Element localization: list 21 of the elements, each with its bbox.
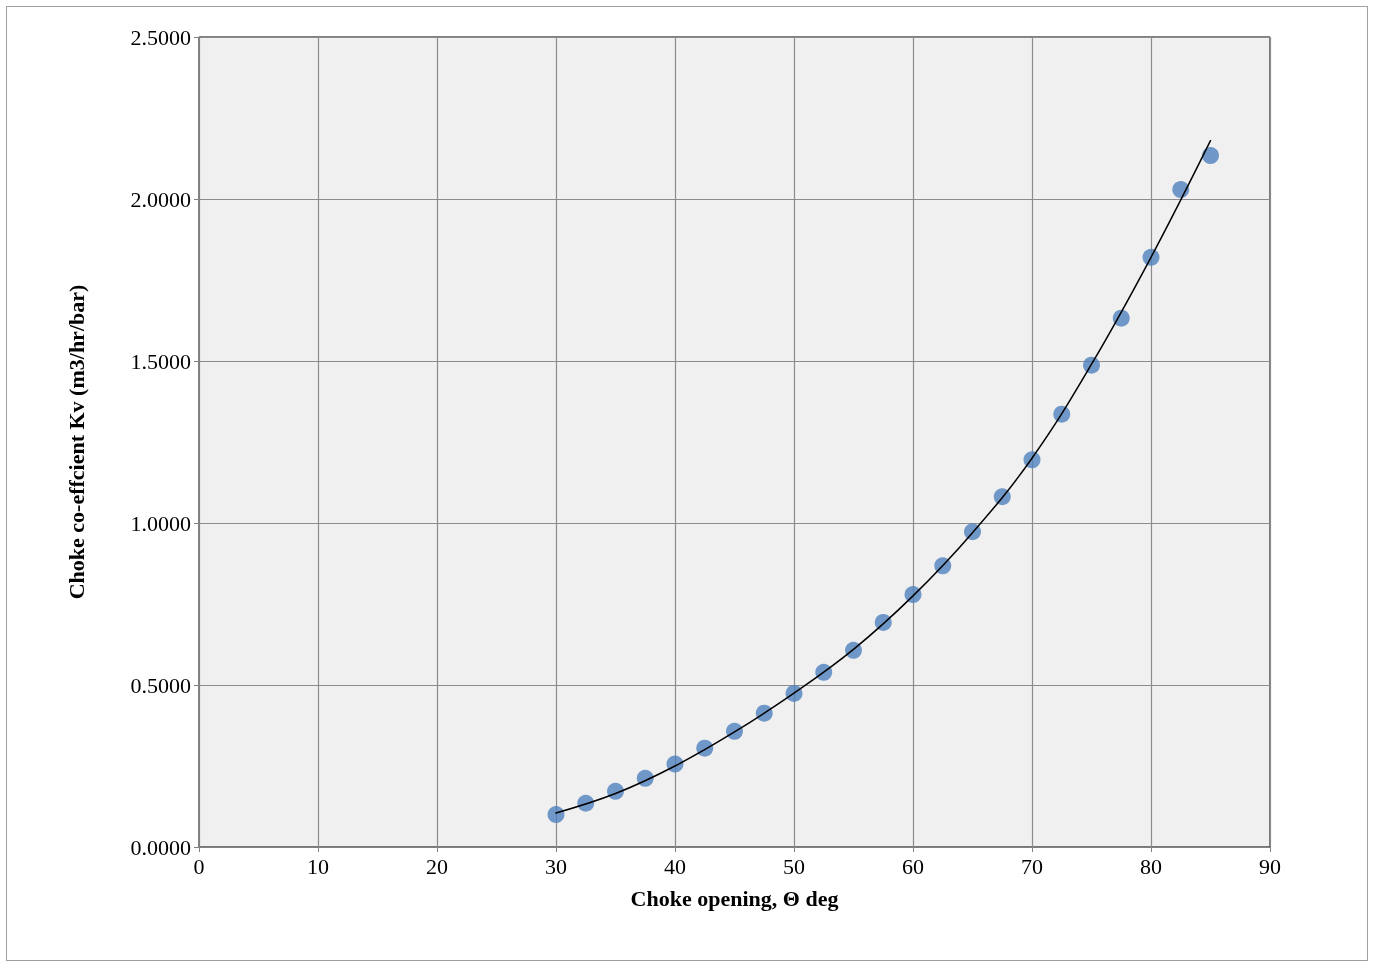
point — [1202, 147, 1219, 165]
x-axis-title: Choke opening, Θ deg — [630, 885, 839, 911]
x-tick-label: 20 — [426, 853, 448, 879]
x-tick-label: 30 — [545, 853, 567, 879]
y-tick-label: 2.0000 — [130, 186, 191, 212]
y-tick-label: 0.5000 — [130, 672, 191, 698]
y-tick-label: 2.5000 — [130, 24, 191, 50]
x-tick-label: 40 — [664, 853, 686, 879]
x-tick-label: 50 — [783, 853, 805, 879]
y-axis-title: Choke co-effcient Kv (m3/hr/bar) — [63, 284, 89, 600]
x-tick-label: 10 — [307, 853, 329, 879]
y-tick-label: 0.0000 — [130, 834, 191, 860]
point — [1172, 181, 1190, 199]
x-tick-label: 0 — [193, 853, 205, 879]
y-tick-label: 1.0000 — [130, 510, 191, 536]
x-tick-label: 80 — [1140, 853, 1162, 879]
point — [547, 806, 565, 824]
x-tick-label: 60 — [902, 853, 924, 879]
x-tick-label: 90 — [1259, 853, 1281, 879]
x-tick-label: 70 — [1021, 853, 1043, 879]
y-tick-label: 1.5000 — [130, 348, 191, 374]
